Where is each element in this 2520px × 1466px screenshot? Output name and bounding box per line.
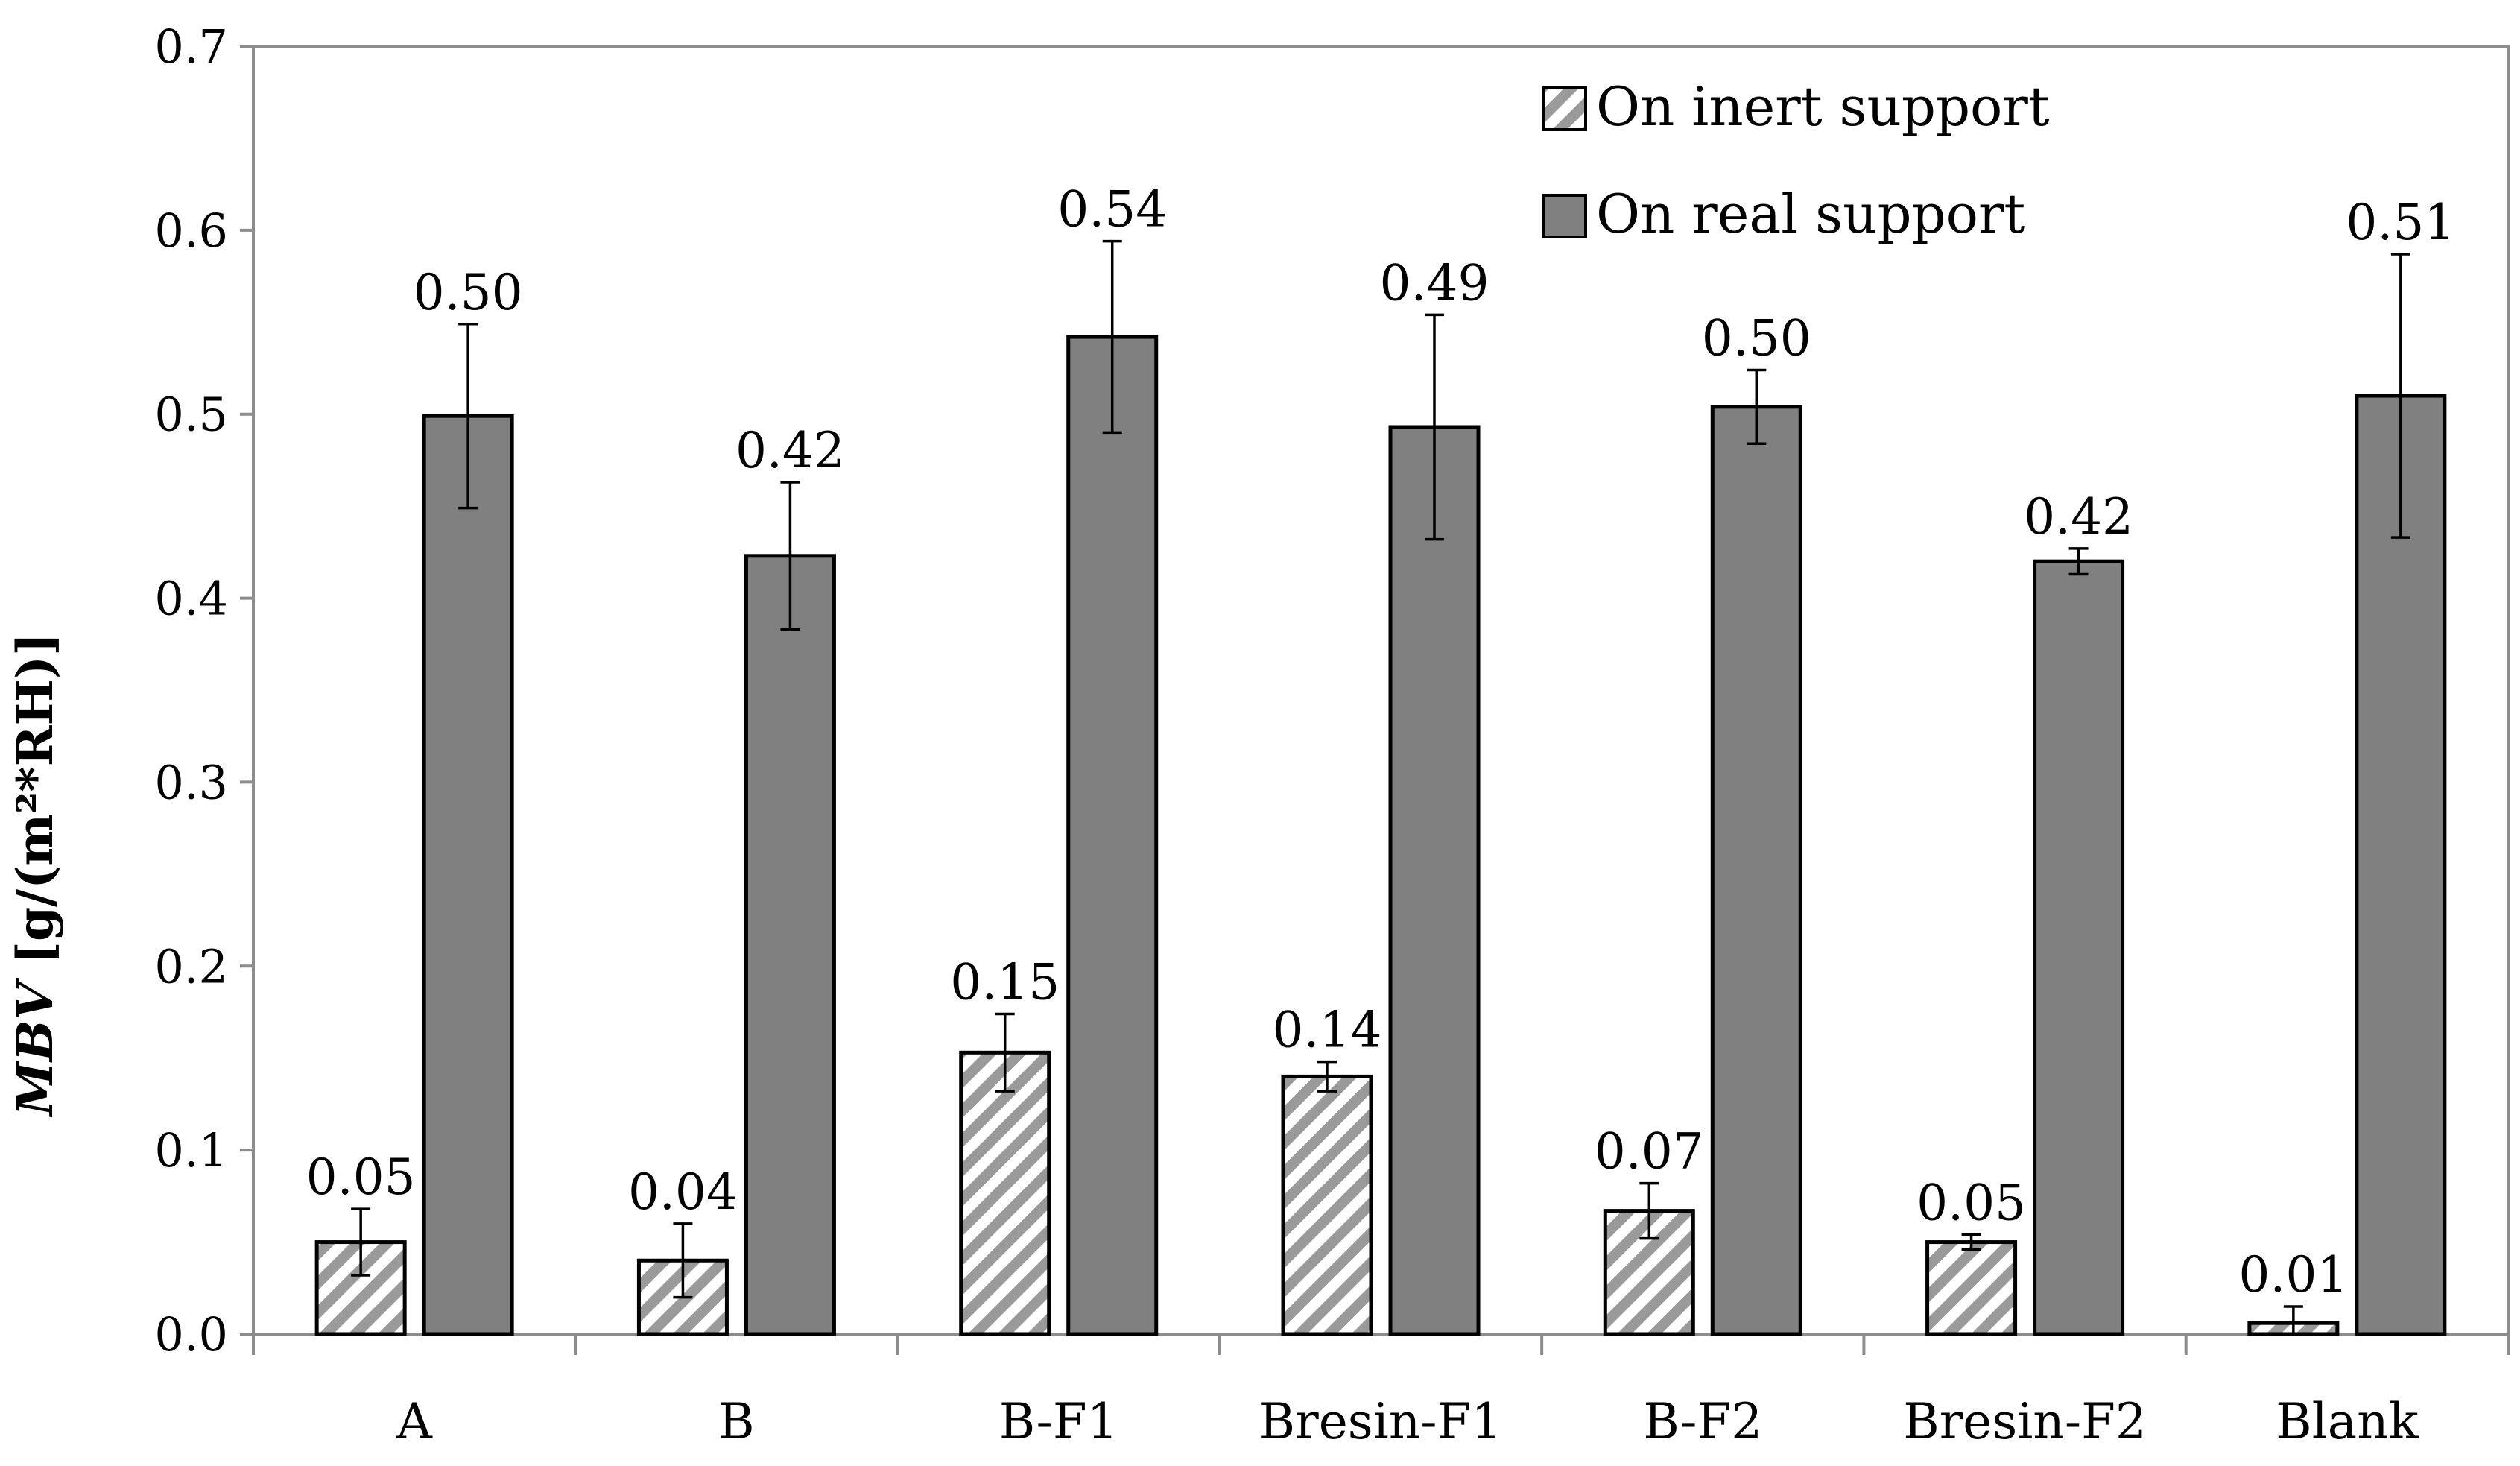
data-label: 0.49 [1380,254,1489,312]
data-label: 0.15 [950,953,1060,1011]
legend-label: On real support [1596,183,2025,245]
legend-label: On inert support [1596,75,2050,138]
bars [314,335,2447,1336]
plot-border [252,45,2510,1336]
plot-frame [252,45,2510,1336]
y-axis-title-italic: MBV [6,977,64,1117]
data-label: 0.05 [306,1149,416,1206]
data-label: 0.04 [628,1163,738,1221]
y-tick-label: 0.4 [154,572,228,626]
y-tick-label: 0.2 [154,939,228,993]
inert-support-bar [959,1050,1051,1336]
data-label: 0.54 [1057,181,1167,238]
real-support-bar [1388,425,1481,1336]
data-label: 0.05 [1916,1175,2026,1232]
data-label: 0.50 [414,264,523,321]
data-labels: 0.05 0.04 0.15 0.14 0.07 0.05 0.01 0.50 0.42 0.54… [306,181,2456,1304]
y-tick-label: 0.6 [154,203,228,258]
data-label: 0.07 [1595,1123,1704,1181]
real-support-bar [744,554,836,1336]
x-category-label: B [718,1393,755,1450]
inert-support-bar [1925,1240,2018,1336]
y-tick-label: 0.0 [154,1307,228,1362]
y-tick-label: 0.3 [154,755,228,809]
y-tick-label: 0.7 [154,19,228,74]
x-category-label: B-F1 [999,1393,1118,1450]
y-axis-title: MBV [g/(m²*RH)] [6,633,64,1118]
data-label: 0.50 [1702,309,1811,367]
error-bars [351,239,2410,1336]
data-label: 0.42 [2024,488,2133,546]
real-support-bar [422,414,514,1336]
inert-support-bar [314,1240,407,1336]
inert-support-bar [1281,1074,1373,1336]
real-support-bar [1066,335,1159,1336]
x-category-label: B-F2 [1643,1393,1762,1450]
y-tick-label: 0.5 [154,388,228,442]
data-label: 0.14 [1273,1002,1382,1059]
data-label: 0.42 [735,422,845,479]
data-label: 0.01 [2238,1246,2348,1304]
real-support-bar [2033,559,2125,1336]
x-category-label: A [396,1393,433,1450]
x-category-label: Blank [2276,1393,2419,1450]
real-support-bar [1710,405,1802,1336]
legend-swatch-real [1542,194,1587,238]
x-category-label: Bresin-F2 [1903,1393,2147,1450]
data-label: 0.51 [2346,194,2455,251]
legend-swatch-inert [1542,86,1587,131]
x-category-label: Bresin-F1 [1259,1393,1503,1450]
real-support-bar [2355,394,2447,1336]
y-tick-label: 0.1 [154,1123,228,1178]
legend: On inert support On real support [1542,75,2050,245]
x-axis: A B B-F1 Bresin-F1 B-F2 Bresin-F2 Blank [252,1334,2510,1450]
y-axis-title-units: [g/(m²*RH)] [6,633,64,982]
y-axis: 0.0 0.1 0.2 0.3 0.4 0.5 0.6 0.7 [154,19,253,1362]
